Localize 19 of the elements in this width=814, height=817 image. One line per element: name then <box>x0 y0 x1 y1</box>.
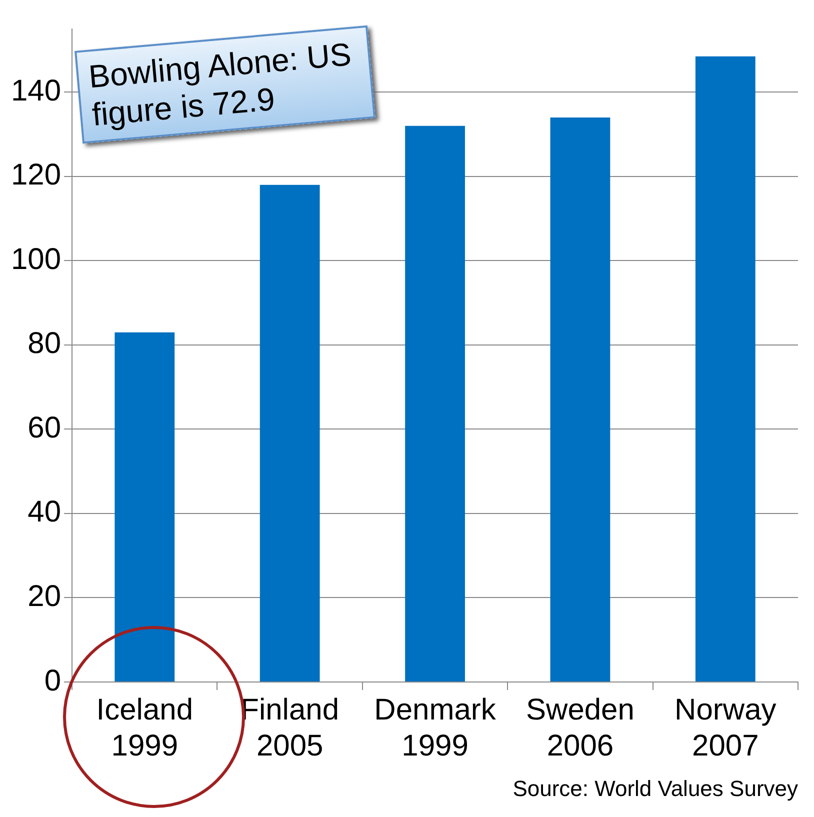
x-tick-label: Norway 2007 <box>674 693 776 762</box>
x-tick-label: Sweden 2006 <box>526 693 634 762</box>
y-tick-label: 120 <box>10 158 62 192</box>
annotation: Bowling Alone: US figure is 72.9 <box>87 36 353 134</box>
x-tick-label: Iceland 1999 <box>96 693 194 762</box>
x-tick-label: Denmark 1999 <box>374 693 497 762</box>
y-tick-label: 80 <box>28 327 62 360</box>
y-tick-label: 140 <box>10 74 62 108</box>
bar <box>114 332 175 682</box>
y-tick-label: 0 <box>44 664 62 698</box>
y-tick-label: 60 <box>28 411 62 444</box>
bar <box>260 184 320 682</box>
source-note: Source: World Values Survey <box>512 776 798 802</box>
y-tick-label: 40 <box>28 496 62 529</box>
y-tick-label: 100 <box>10 242 62 276</box>
y-tick-label: 20 <box>28 580 62 614</box>
bar <box>405 126 465 682</box>
bar <box>695 56 756 682</box>
bar <box>550 117 610 682</box>
